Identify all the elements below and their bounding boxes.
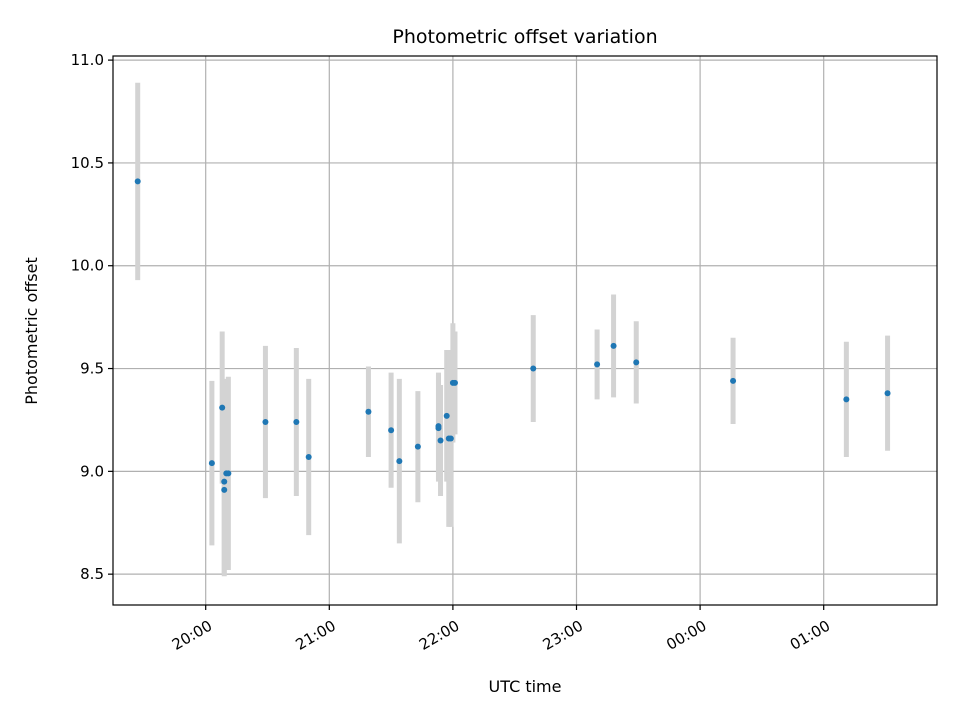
data-point — [225, 470, 232, 477]
data-point — [530, 365, 537, 372]
y-tick-label: 8.5 — [80, 565, 104, 583]
data-point — [388, 427, 395, 434]
plot-frame — [112, 55, 938, 606]
y-tick-label: 10.0 — [71, 257, 104, 275]
data-point — [610, 342, 617, 349]
data-point — [451, 379, 458, 386]
data-point — [594, 361, 601, 368]
data-point — [447, 435, 454, 442]
data-point — [730, 377, 737, 384]
data-point — [262, 419, 269, 425]
data-point — [884, 390, 891, 397]
data-point — [305, 453, 312, 460]
data-point — [437, 437, 444, 444]
y-axis-ticks: 8.5 9.0 9.5 10.0 10.5 11.0 — [71, 51, 113, 583]
data-point — [443, 412, 450, 419]
data-point — [365, 408, 372, 415]
data-point — [208, 460, 215, 467]
data-point — [221, 486, 228, 493]
x-axis-label: UTC time — [489, 677, 562, 696]
data-point — [134, 178, 141, 185]
y-tick-label: 10.5 — [71, 154, 104, 172]
data-point — [293, 419, 300, 425]
chart-title: Photometric offset variation — [392, 26, 657, 48]
data-points — [134, 178, 891, 493]
grid-lines — [113, 56, 937, 605]
y-tick-label: 9.5 — [80, 360, 104, 378]
y-tick-label: 11.0 — [71, 51, 104, 69]
data-point — [633, 359, 640, 366]
data-point — [221, 478, 228, 485]
data-point — [414, 443, 421, 450]
data-point — [435, 423, 442, 430]
data-point — [396, 458, 403, 465]
y-axis-label: Photometric offset — [22, 257, 41, 405]
y-tick-label: 9.0 — [80, 462, 104, 480]
data-point — [843, 396, 850, 403]
data-point — [219, 404, 226, 411]
